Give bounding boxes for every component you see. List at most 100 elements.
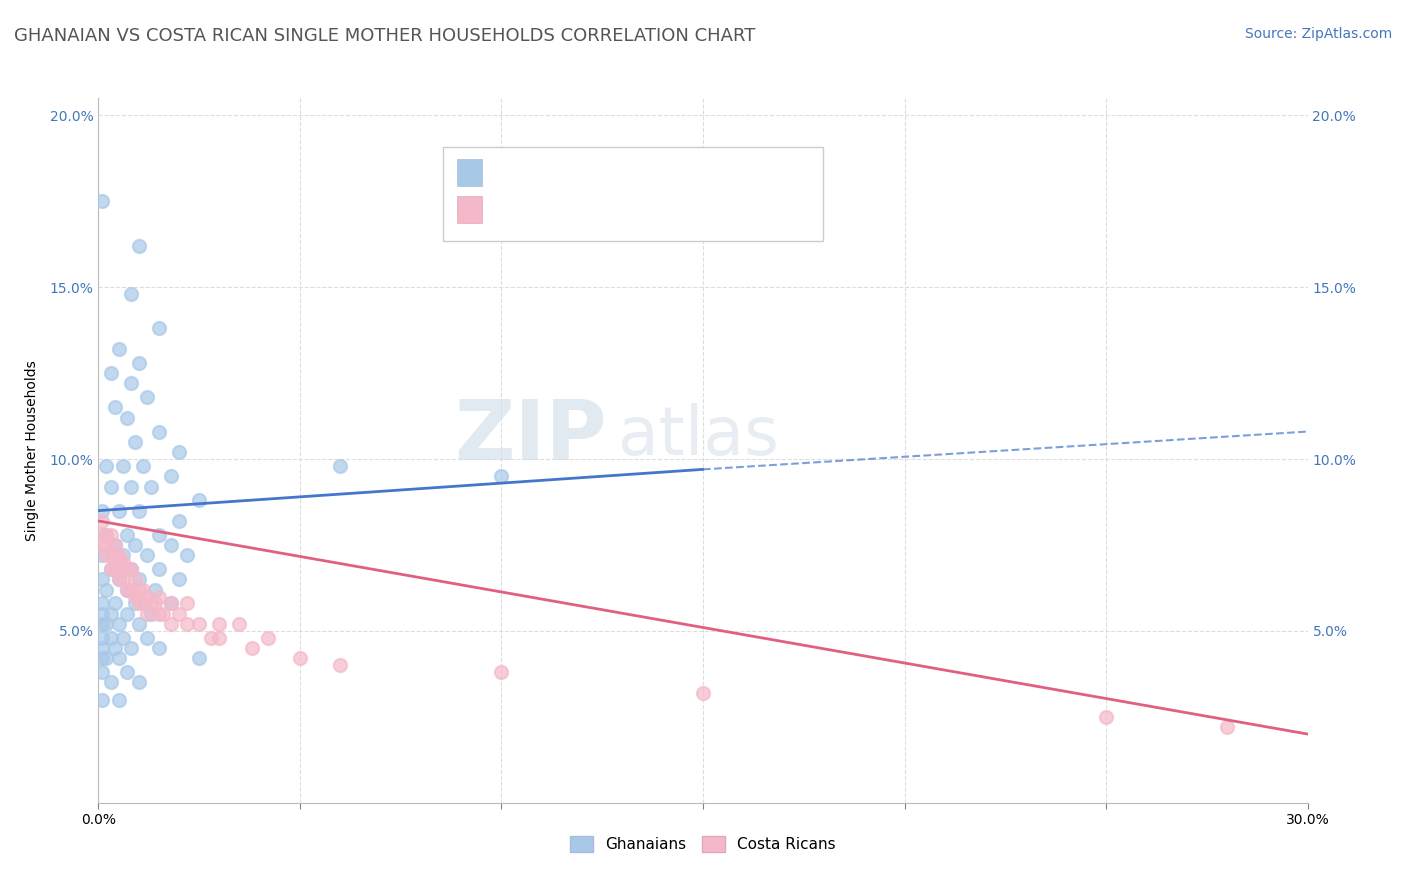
Point — [103, 538, 125, 552]
Point — [100, 631, 122, 645]
Text: ZIP: ZIP — [454, 396, 606, 477]
Point — [208, 631, 231, 645]
Point — [103, 596, 125, 610]
Point — [135, 549, 157, 563]
Point — [111, 555, 134, 569]
Point — [100, 479, 122, 493]
Point — [128, 239, 150, 253]
Point — [100, 675, 122, 690]
Point — [124, 590, 146, 604]
Point — [107, 573, 129, 587]
Point — [176, 549, 198, 563]
Point — [100, 549, 122, 563]
Point — [96, 582, 118, 597]
Point — [115, 582, 138, 597]
Point — [91, 194, 114, 209]
Legend: Ghanaians, Costa Ricans: Ghanaians, Costa Ricans — [564, 830, 842, 859]
Point — [115, 607, 138, 621]
Point — [120, 641, 142, 656]
Point — [107, 651, 129, 665]
Point — [128, 503, 150, 517]
Point — [288, 651, 311, 665]
Point — [124, 573, 146, 587]
Point — [91, 573, 114, 587]
Point — [91, 596, 114, 610]
Point — [100, 366, 122, 380]
Point — [91, 651, 114, 665]
Point — [124, 538, 146, 552]
Point — [96, 458, 118, 473]
Point — [143, 596, 166, 610]
Point — [1095, 710, 1118, 724]
Text: R =  0.057   N = 78: R = 0.057 N = 78 — [494, 161, 669, 178]
Point — [160, 596, 183, 610]
Point — [115, 562, 138, 576]
Point — [120, 479, 142, 493]
Point — [135, 631, 157, 645]
Point — [128, 582, 150, 597]
Point — [692, 686, 714, 700]
Point — [120, 582, 142, 597]
Text: R = -0.350   N = 52: R = -0.350 N = 52 — [494, 198, 671, 216]
Point — [491, 469, 513, 483]
Point — [111, 458, 134, 473]
Point — [91, 617, 114, 632]
Point — [128, 617, 150, 632]
Point — [256, 631, 278, 645]
Point — [128, 573, 150, 587]
Point — [107, 573, 129, 587]
Point — [91, 527, 114, 541]
Point — [103, 641, 125, 656]
Point — [167, 607, 190, 621]
Text: Source: ZipAtlas.com: Source: ZipAtlas.com — [1244, 27, 1392, 41]
Point — [103, 562, 125, 576]
Point — [139, 607, 162, 621]
Point — [103, 549, 125, 563]
Point — [107, 342, 129, 356]
Point — [188, 617, 211, 632]
Point — [115, 527, 138, 541]
Point — [107, 549, 129, 563]
Point — [100, 562, 122, 576]
Text: GHANAIAN VS COSTA RICAN SINGLE MOTHER HOUSEHOLDS CORRELATION CHART: GHANAIAN VS COSTA RICAN SINGLE MOTHER HO… — [14, 27, 755, 45]
Point — [132, 596, 155, 610]
Point — [120, 562, 142, 576]
Point — [115, 410, 138, 425]
Point — [115, 665, 138, 680]
Point — [96, 527, 118, 541]
Point — [120, 562, 142, 576]
Point — [148, 641, 170, 656]
Point — [128, 356, 150, 370]
Point — [100, 527, 122, 541]
Point — [188, 651, 211, 665]
Point — [96, 617, 118, 632]
Point — [100, 562, 122, 576]
Point — [148, 321, 170, 335]
Point — [103, 538, 125, 552]
Point — [103, 401, 125, 415]
Point — [143, 582, 166, 597]
Point — [135, 607, 157, 621]
Point — [152, 607, 174, 621]
Point — [91, 503, 114, 517]
Point — [96, 651, 118, 665]
Point — [176, 617, 198, 632]
Point — [120, 287, 142, 301]
Point — [329, 658, 352, 673]
Point — [167, 445, 190, 459]
Point — [111, 573, 134, 587]
Point — [148, 527, 170, 541]
Point — [176, 596, 198, 610]
Point — [160, 469, 183, 483]
Point — [167, 573, 190, 587]
Point — [111, 549, 134, 563]
Point — [120, 376, 142, 391]
Point — [124, 434, 146, 449]
Point — [132, 458, 155, 473]
Point — [91, 514, 114, 528]
Point — [115, 582, 138, 597]
Point — [1216, 720, 1239, 734]
Point — [135, 390, 157, 404]
Point — [188, 493, 211, 508]
Point — [107, 617, 129, 632]
